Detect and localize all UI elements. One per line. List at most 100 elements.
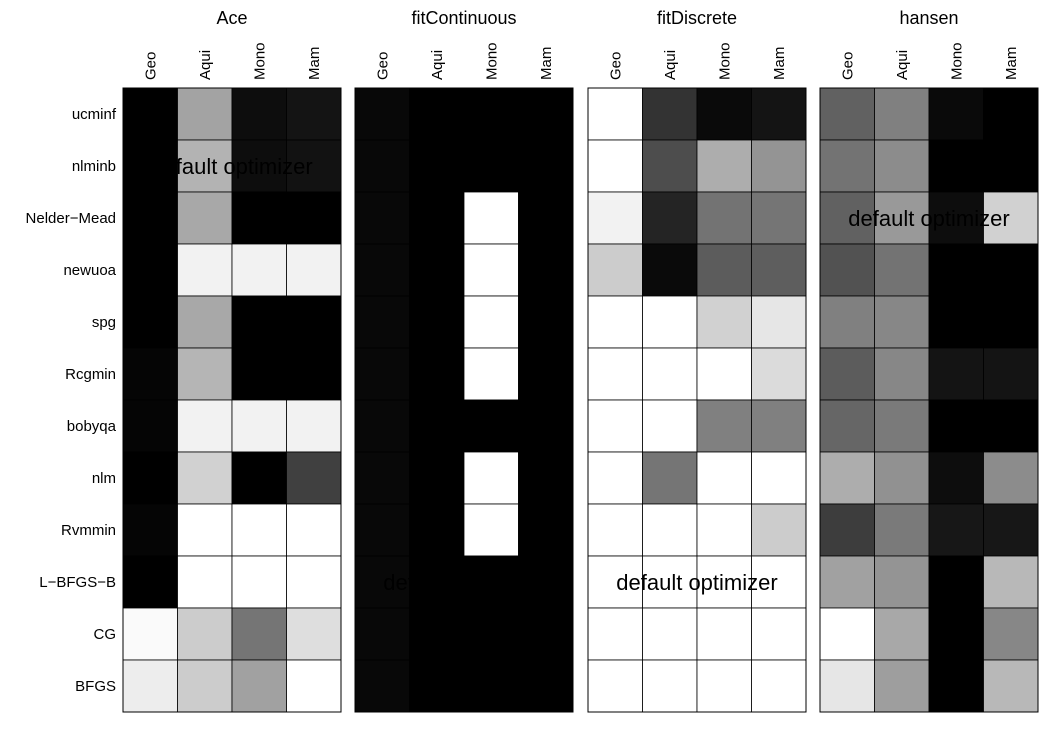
heatmap-cell (177, 399, 233, 453)
heatmap-cell (587, 139, 643, 193)
heatmap-cell (122, 399, 178, 453)
heatmap-cell (518, 191, 574, 245)
heatmap-cell (874, 139, 930, 193)
heatmap-cell (286, 87, 342, 141)
heatmap-cell (231, 87, 287, 141)
heatmap-cell (751, 451, 807, 505)
heatmap-cell (751, 139, 807, 193)
heatmap-cell (874, 607, 930, 661)
panel-title: Ace (216, 8, 247, 28)
heatmap-cell (177, 607, 233, 661)
panel-frame (819, 87, 1039, 713)
heatmap-cell (177, 243, 233, 297)
heatmap-cell (354, 451, 410, 505)
heatmap-cell (463, 139, 519, 193)
panel-frame (354, 87, 574, 713)
heatmap-cell (928, 295, 984, 349)
heatmap-cell (983, 347, 1039, 401)
heatmap-cell (819, 555, 875, 609)
heatmap-cell (122, 659, 178, 713)
panel-title: fitDiscrete (657, 8, 737, 28)
heatmap-cell (642, 607, 698, 661)
heatmap-cell (463, 659, 519, 713)
heatmap-cell (696, 191, 752, 245)
row-label: nlm (92, 470, 116, 487)
heatmap-cell (354, 243, 410, 297)
heatmap-cell (874, 503, 930, 557)
heatmap-cell (819, 503, 875, 557)
heatmap-cell (642, 243, 698, 297)
heatmap-cell (409, 451, 465, 505)
heatmap-cell (696, 295, 752, 349)
heatmap-cell (928, 139, 984, 193)
heatmap-cell (518, 295, 574, 349)
heatmap-cell (518, 503, 574, 557)
column-label: Mono (716, 42, 733, 80)
heatmap-cell (177, 295, 233, 349)
heatmap-cell (819, 295, 875, 349)
heatmap-cell (354, 503, 410, 557)
column-label: Mam (771, 47, 788, 80)
row-label: Rvmmin (61, 522, 116, 539)
column-label: Mono (251, 42, 268, 80)
heatmap-cell (819, 399, 875, 453)
heatmap-cell (122, 295, 178, 349)
heatmap-cell (354, 87, 410, 141)
heatmap-cell (518, 659, 574, 713)
heatmap-cell (286, 659, 342, 713)
heatmap-cell (409, 243, 465, 297)
heatmap-cell (122, 607, 178, 661)
heatmap-cell (983, 555, 1039, 609)
heatmap-cell (409, 191, 465, 245)
heatmap-cell (354, 139, 410, 193)
heatmap-cell (751, 607, 807, 661)
heatmap-cell (928, 451, 984, 505)
heatmap-cell (354, 607, 410, 661)
heatmap-cell (286, 555, 342, 609)
row-label: BFGS (75, 678, 116, 695)
heatmap-cell (983, 399, 1039, 453)
default-optimizer-annotation: default optimizer (616, 570, 777, 595)
heatmap-cell (231, 607, 287, 661)
heatmap-cell (928, 503, 984, 557)
heatmap-cell (751, 555, 807, 609)
heatmap-cell (122, 243, 178, 297)
heatmap-cell (983, 451, 1039, 505)
heatmap-cell (819, 243, 875, 297)
heatmap-cell (518, 607, 574, 661)
heatmap-cell (587, 607, 643, 661)
heatmap-cell (819, 139, 875, 193)
heatmap-cell (696, 607, 752, 661)
heatmap-cell (231, 243, 287, 297)
heatmap-cell (409, 607, 465, 661)
heatmap-cell (409, 295, 465, 349)
panel-title: fitContinuous (411, 8, 516, 28)
heatmap-cell (177, 451, 233, 505)
heatmap-cell (463, 87, 519, 141)
heatmap-cell (874, 295, 930, 349)
heatmap-cell (874, 555, 930, 609)
row-label: spg (92, 314, 116, 331)
column-label: Aqui (894, 50, 911, 80)
row-label: nlminb (72, 158, 116, 175)
heatmap-cell (642, 295, 698, 349)
heatmap-cell (587, 659, 643, 713)
heatmap-cell (463, 191, 519, 245)
column-label: Mam (538, 47, 555, 80)
column-label: Aqui (429, 50, 446, 80)
heatmap-cell (696, 87, 752, 141)
heatmap-cell (518, 555, 574, 609)
heatmap-cell (463, 295, 519, 349)
column-label: Geo (374, 52, 391, 80)
column-label: Mono (948, 42, 965, 80)
heatmap-cell (463, 243, 519, 297)
heatmap-cell (231, 399, 287, 453)
heatmap-cell (983, 295, 1039, 349)
default-optimizer-annotation: default optimizer (151, 154, 312, 179)
heatmap-cell (177, 347, 233, 401)
heatmap-cell (819, 87, 875, 141)
heatmap-cell (354, 399, 410, 453)
row-label: Nelder−Mead (26, 210, 116, 227)
heatmap-cell (518, 87, 574, 141)
